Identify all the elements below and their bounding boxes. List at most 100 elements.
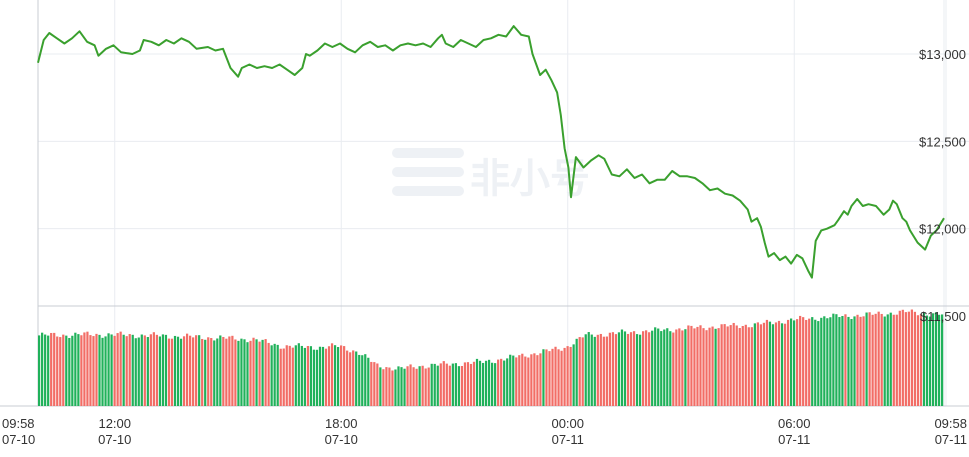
volume-bar xyxy=(620,329,624,406)
volume-bar xyxy=(207,337,210,406)
volume-bar xyxy=(149,334,152,406)
volume-bar xyxy=(684,329,687,406)
volume-bar xyxy=(503,360,506,406)
volume-bar xyxy=(134,338,137,406)
volume-bar xyxy=(738,328,741,406)
y-tick-label: $11,500 xyxy=(920,309,966,324)
volume-bar xyxy=(590,334,593,406)
volume-bar xyxy=(451,363,454,406)
volume-bar xyxy=(699,325,702,406)
volume-bar xyxy=(243,339,246,406)
volume-bar xyxy=(542,349,545,406)
volume-bar xyxy=(931,313,935,406)
volume-bar xyxy=(382,369,385,406)
volume-bar xyxy=(65,335,68,406)
volume-bar xyxy=(841,316,844,406)
volume-bar xyxy=(246,342,249,406)
volume-bar xyxy=(86,331,89,406)
volume-bar xyxy=(143,335,146,406)
x-tick-date: 07-10 xyxy=(98,432,131,447)
volume-bar xyxy=(364,354,367,406)
volume-bar xyxy=(475,358,479,406)
volume-bar xyxy=(714,328,717,406)
volume-bar xyxy=(789,318,793,406)
volume-bar xyxy=(113,335,116,406)
volume-bar xyxy=(690,325,693,406)
volume-bar xyxy=(729,325,732,406)
volume-bar xyxy=(708,327,711,406)
volume-bar xyxy=(454,363,457,406)
volume-bar xyxy=(107,333,110,406)
volume-bar xyxy=(333,345,337,406)
volume-bar xyxy=(38,335,41,406)
volume-bar xyxy=(164,334,168,406)
volume-bar xyxy=(645,330,648,406)
volume-bar xyxy=(922,312,926,406)
volume-bar xyxy=(62,334,65,406)
volume-bar xyxy=(675,329,678,406)
volume-bar xyxy=(711,326,714,406)
volume-bar xyxy=(635,334,639,406)
volume-bar xyxy=(814,319,817,406)
volume-bar xyxy=(678,328,681,406)
volume-bar xyxy=(536,355,539,406)
volume-bar xyxy=(457,366,460,406)
volume-bar xyxy=(44,334,47,406)
x-tick-date: 07-10 xyxy=(325,432,358,447)
volume-bar xyxy=(327,346,331,406)
volume-bar xyxy=(385,367,388,406)
volume-bar xyxy=(258,341,261,406)
volume-bar xyxy=(524,356,527,406)
volume-bar xyxy=(886,314,889,406)
volume-bar xyxy=(237,340,240,406)
volume-bar xyxy=(185,333,189,406)
volume-bar xyxy=(602,336,605,406)
volume-bar xyxy=(494,363,497,406)
volume-bar xyxy=(599,333,602,406)
volume-bar xyxy=(741,326,744,406)
volume-bar xyxy=(638,334,642,406)
volume-bar xyxy=(424,368,427,406)
volume-bar xyxy=(273,343,276,406)
volume-bar xyxy=(632,331,636,406)
volume-bar xyxy=(406,366,409,406)
volume-bar xyxy=(717,328,720,406)
volume-bar xyxy=(210,338,213,406)
volume-bar xyxy=(170,338,174,406)
volume-bar xyxy=(152,332,155,406)
volume-bar xyxy=(611,332,615,406)
volume-bar xyxy=(859,316,862,406)
volume-bar xyxy=(430,363,433,406)
volume-bar xyxy=(300,345,303,406)
volume-bar xyxy=(617,332,621,406)
volume-bar xyxy=(466,362,470,406)
volume-bar xyxy=(255,339,258,406)
volume-bar xyxy=(512,355,515,406)
volume-bar xyxy=(240,338,243,406)
volume-bar xyxy=(735,325,738,406)
volume-bar xyxy=(829,317,832,406)
volume-bar xyxy=(318,346,322,406)
volume-bar xyxy=(288,345,291,406)
volume-bar xyxy=(940,314,944,406)
volume-bar xyxy=(759,324,762,406)
volume-bar xyxy=(850,319,853,406)
volume-bar xyxy=(587,332,590,406)
volume-bar xyxy=(898,310,901,406)
volume-bar xyxy=(330,343,334,406)
volume-bar xyxy=(312,349,316,406)
volume-bar xyxy=(140,334,143,406)
volume-bar xyxy=(195,335,198,406)
volume-bar xyxy=(173,335,177,406)
volume-bar xyxy=(551,348,554,406)
volume-bar xyxy=(666,328,669,406)
volume-bar xyxy=(74,332,77,406)
volume-bar xyxy=(768,321,772,406)
volume-bar xyxy=(189,335,192,406)
volume-bar xyxy=(497,359,500,406)
volume-bar xyxy=(614,334,618,406)
volume-bar xyxy=(780,323,784,406)
volume-bar xyxy=(463,362,467,406)
volume-bar xyxy=(71,335,74,406)
volume-bar xyxy=(427,367,430,406)
